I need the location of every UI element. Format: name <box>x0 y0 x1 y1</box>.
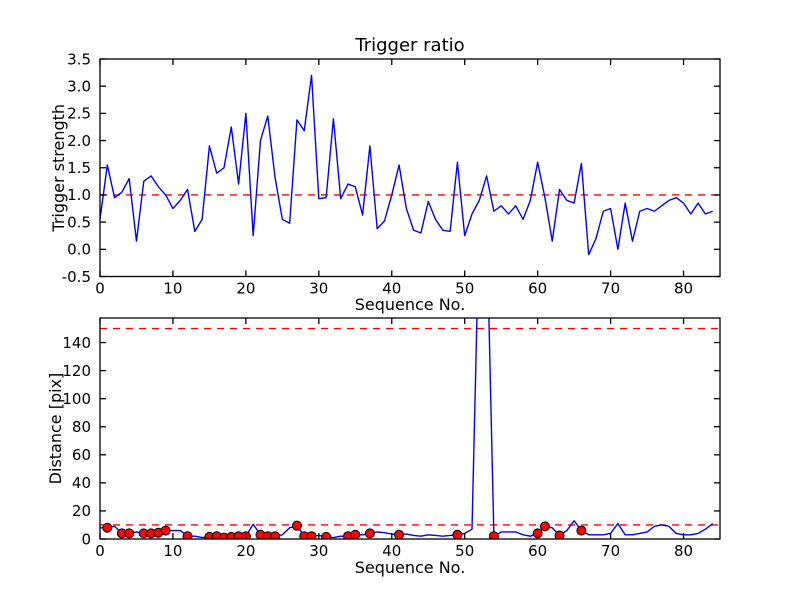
data-marker <box>102 522 113 533</box>
data-marker <box>576 525 587 536</box>
x-tick-label: 20 <box>236 542 255 560</box>
x-tick-label: 80 <box>674 542 693 560</box>
x-tick-label: 0 <box>95 280 105 298</box>
subplot-1: 0 10 20 30 40 50 60 70 80 -0.5 0.0 0.5 1.0 1.5 2.0 2.5 3… <box>49 35 721 314</box>
data-marker <box>350 529 361 539</box>
x-tick-label: 50 <box>455 280 474 298</box>
y-tick-label: 2.5 <box>67 105 91 123</box>
y-tick-label: 0 <box>81 530 91 548</box>
data-marker <box>394 529 405 539</box>
data-line <box>100 318 714 539</box>
y-tick-label: -0.5 <box>62 268 91 286</box>
y-tick-label: 20 <box>72 502 91 520</box>
y-tick-label: 1.0 <box>67 186 91 204</box>
x-tick-label: 30 <box>309 280 328 298</box>
y-tick-label: 0.0 <box>67 241 91 259</box>
x-axis-label: Sequence No. <box>355 295 466 314</box>
y-tick-label: 100 <box>62 390 91 408</box>
x-tick-label: 20 <box>236 280 255 298</box>
data-marker <box>270 531 281 539</box>
x-tick-label: 70 <box>601 280 620 298</box>
x-tick-label: 70 <box>601 542 620 560</box>
plot-title: Trigger ratio <box>354 35 464 56</box>
y-tick-label: 80 <box>72 418 91 436</box>
y-tick-label: 2.0 <box>67 132 91 150</box>
data-marker <box>160 525 171 536</box>
y-tick-label: 60 <box>72 446 91 464</box>
axes-frame <box>99 317 721 540</box>
data-marker <box>124 528 135 539</box>
data-marker <box>452 529 463 539</box>
y-tick-label: 0.5 <box>67 213 91 231</box>
y-axis-label: Trigger strength <box>49 104 68 233</box>
x-tick-label: 30 <box>309 542 328 560</box>
marker-group <box>102 520 587 539</box>
y-tick-label: 3.5 <box>67 50 91 68</box>
subplot-2: 0 10 20 30 40 50 60 70 80 0 20 40 60 80 100 120 140 Seque… <box>46 317 721 577</box>
y-tick-label: 120 <box>62 362 91 380</box>
x-axis-label: Sequence No. <box>355 558 466 577</box>
data-marker <box>554 530 565 539</box>
x-tick-label: 0 <box>95 542 105 560</box>
data-marker <box>291 520 302 531</box>
data-marker <box>182 531 193 539</box>
data-marker <box>321 531 332 539</box>
y-tick-label: 40 <box>72 474 91 492</box>
x-tick-label: 40 <box>382 542 401 560</box>
y-tick-label: 1.5 <box>67 159 91 177</box>
data-marker <box>488 531 499 539</box>
data-line <box>100 74 713 256</box>
y-tick-label: 3.0 <box>67 77 91 95</box>
data-marker <box>306 531 317 539</box>
x-tick-label: 60 <box>528 280 547 298</box>
y-tick-label: 140 <box>62 334 91 352</box>
x-tick-label: 10 <box>163 280 182 298</box>
data-marker <box>364 528 375 539</box>
x-tick-label: 80 <box>674 280 693 298</box>
axes-frame <box>99 58 721 278</box>
x-tick-label: 40 <box>382 280 401 298</box>
x-tick-label: 50 <box>455 542 474 560</box>
x-tick-label: 10 <box>163 542 182 560</box>
y-axis-label: Distance [pix] <box>46 373 65 485</box>
data-marker <box>539 521 550 532</box>
x-tick-label: 60 <box>528 542 547 560</box>
